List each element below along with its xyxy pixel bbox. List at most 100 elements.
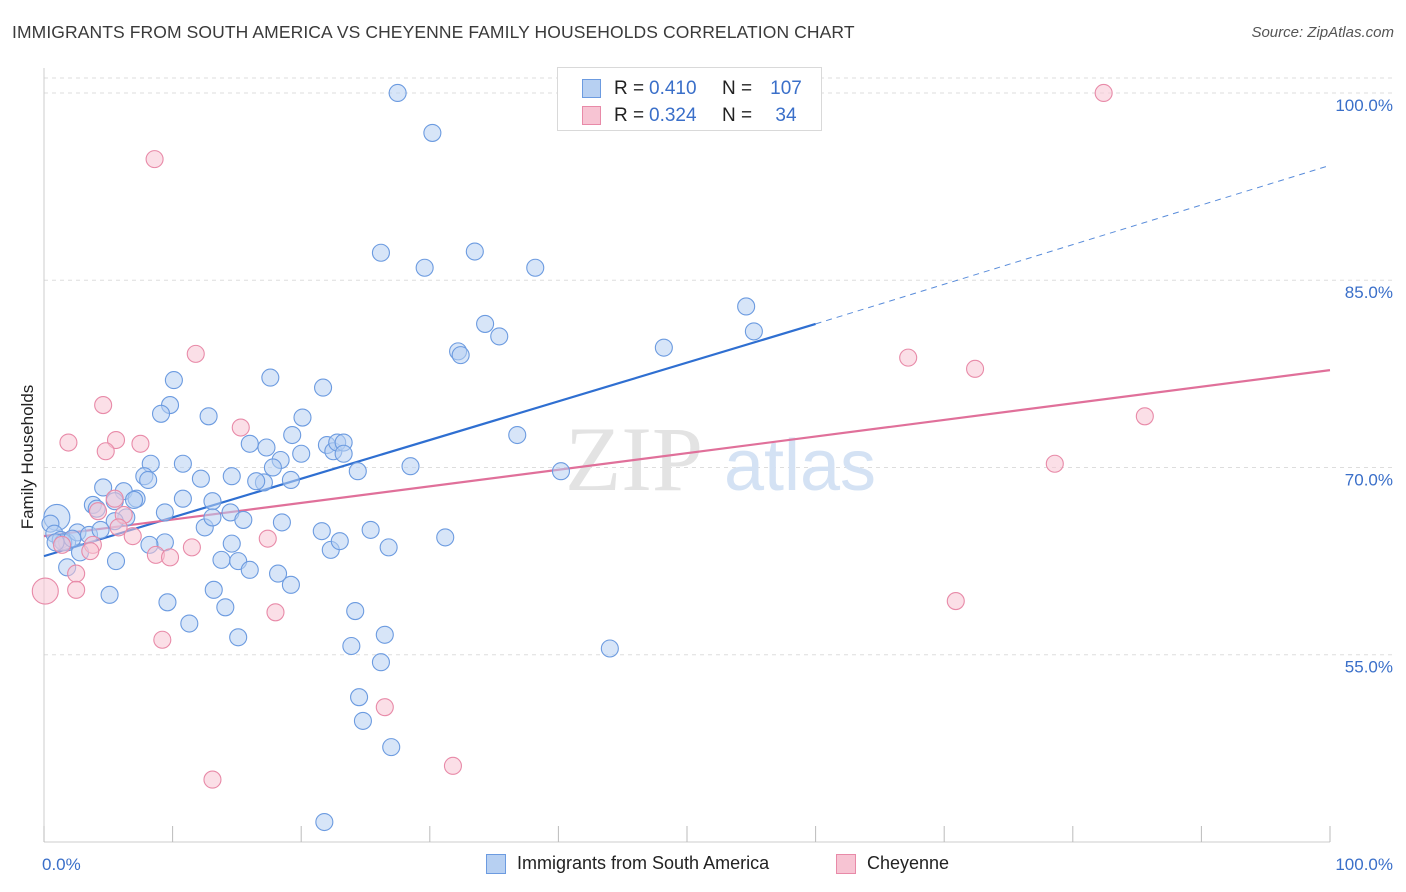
- data-point-blue: [551, 462, 571, 481]
- y-tick-label: 85.0%: [1345, 283, 1393, 302]
- data-point-pink: [145, 150, 164, 169]
- r-label: R =: [614, 105, 645, 126]
- r-value: 0.324: [649, 105, 697, 126]
- data-point-blue: [257, 438, 276, 457]
- data-point-blue: [155, 503, 174, 522]
- data-point-pink: [96, 442, 115, 461]
- data-point-blue: [330, 532, 349, 551]
- data-point-blue: [348, 462, 367, 481]
- data-point-blue: [247, 472, 266, 491]
- x-tick-label: 0.0%: [42, 855, 81, 874]
- data-point-blue: [261, 368, 280, 387]
- blue-swatch: [486, 854, 506, 874]
- legend-label: Cheyenne: [867, 853, 950, 873]
- data-point-blue: [314, 378, 333, 397]
- tick-labels: 55.0% 70.0% 85.0% 100.0% 0.0% 100.0%: [42, 96, 1393, 874]
- data-point-blue: [382, 738, 401, 757]
- data-point-blue: [342, 636, 361, 656]
- watermark: ZIPatlas: [565, 408, 876, 510]
- trend-line-blue-extension: [815, 164, 1331, 325]
- trend-line-blue: [43, 322, 816, 558]
- trend-lines: [43, 164, 1331, 558]
- pink-swatch: [836, 854, 856, 874]
- data-point-blue: [375, 625, 394, 644]
- data-point-blue: [465, 242, 484, 261]
- data-point-blue: [281, 575, 300, 594]
- legend-label: Immigrants from South America: [517, 853, 770, 873]
- data-point-pink: [203, 770, 222, 789]
- data-point-blue: [346, 601, 365, 621]
- data-point-blue: [744, 322, 763, 341]
- data-point-blue: [353, 711, 372, 730]
- data-point-blue: [164, 371, 183, 390]
- data-point-blue: [204, 580, 223, 599]
- data-point-blue: [508, 425, 527, 445]
- data-point-blue: [388, 83, 407, 103]
- data-point-blue: [490, 327, 509, 346]
- data-point-blue: [283, 425, 302, 445]
- data-point-blue: [203, 508, 222, 527]
- data-point-blue: [371, 653, 390, 672]
- x-tick-label: 100.0%: [1335, 855, 1393, 874]
- legend: Immigrants from South America Cheyenne: [0, 852, 1406, 878]
- data-point-blue: [436, 528, 455, 547]
- data-point-blue: [272, 513, 291, 532]
- data-point-pink: [67, 564, 86, 583]
- data-point-blue: [600, 639, 619, 658]
- data-point-blue: [124, 490, 144, 509]
- data-point-blue: [234, 510, 253, 529]
- data-point-blue: [222, 534, 241, 553]
- data-point-pink: [1094, 83, 1113, 103]
- data-point-blue: [379, 538, 398, 557]
- data-point-blue: [94, 478, 113, 497]
- n-label: N =: [722, 105, 753, 126]
- data-point-blue: [361, 520, 380, 539]
- blue-swatch: [582, 79, 601, 98]
- data-point-pink: [67, 580, 86, 599]
- data-point-blue: [526, 258, 545, 277]
- data-point-blue: [292, 444, 311, 463]
- chart-title: IMMIGRANTS FROM SOUTH AMERICA VS CHEYENN…: [12, 22, 855, 42]
- data-point-blue: [401, 457, 420, 476]
- pink-swatch: [582, 106, 601, 125]
- data-point-pink: [105, 489, 124, 508]
- data-point-blue: [199, 407, 218, 426]
- n-value: 107: [770, 78, 802, 99]
- data-point-pink: [966, 359, 985, 378]
- data-point-pink: [109, 518, 128, 537]
- data-point-blue: [240, 434, 259, 453]
- data-point-blue: [91, 520, 110, 539]
- axes: [43, 68, 1331, 843]
- data-point-blue: [229, 628, 248, 647]
- data-point-blue: [151, 404, 171, 423]
- data-point-blue: [476, 314, 495, 333]
- data-point-pink: [231, 418, 250, 437]
- data-point-blue: [737, 297, 756, 316]
- data-point-pink: [1045, 454, 1064, 473]
- data-point-blue: [216, 598, 235, 617]
- data-point-blue: [180, 614, 199, 633]
- data-point-blue: [334, 444, 353, 463]
- data-point-blue: [158, 593, 177, 612]
- data-point-pink: [266, 603, 285, 622]
- data-point-blue: [173, 454, 192, 473]
- data-point-blue: [139, 470, 158, 490]
- data-point-pink: [160, 548, 180, 567]
- data-point-pink: [88, 502, 108, 521]
- data-point-blue: [106, 552, 126, 571]
- data-point-pink: [153, 630, 172, 649]
- data-point-blue: [315, 812, 334, 832]
- data-point-pink: [81, 542, 100, 561]
- data-points: [31, 83, 1154, 832]
- data-point-blue: [371, 243, 390, 262]
- data-point-pink: [182, 538, 201, 557]
- data-point-blue: [269, 564, 288, 583]
- r-value: 0.410: [649, 78, 697, 99]
- n-value: 34: [775, 105, 797, 126]
- y-axis-label: Family Households: [18, 384, 37, 530]
- data-point-blue: [222, 467, 241, 486]
- data-point-blue: [312, 522, 331, 541]
- n-label: N =: [722, 78, 753, 99]
- data-point-blue: [451, 346, 470, 365]
